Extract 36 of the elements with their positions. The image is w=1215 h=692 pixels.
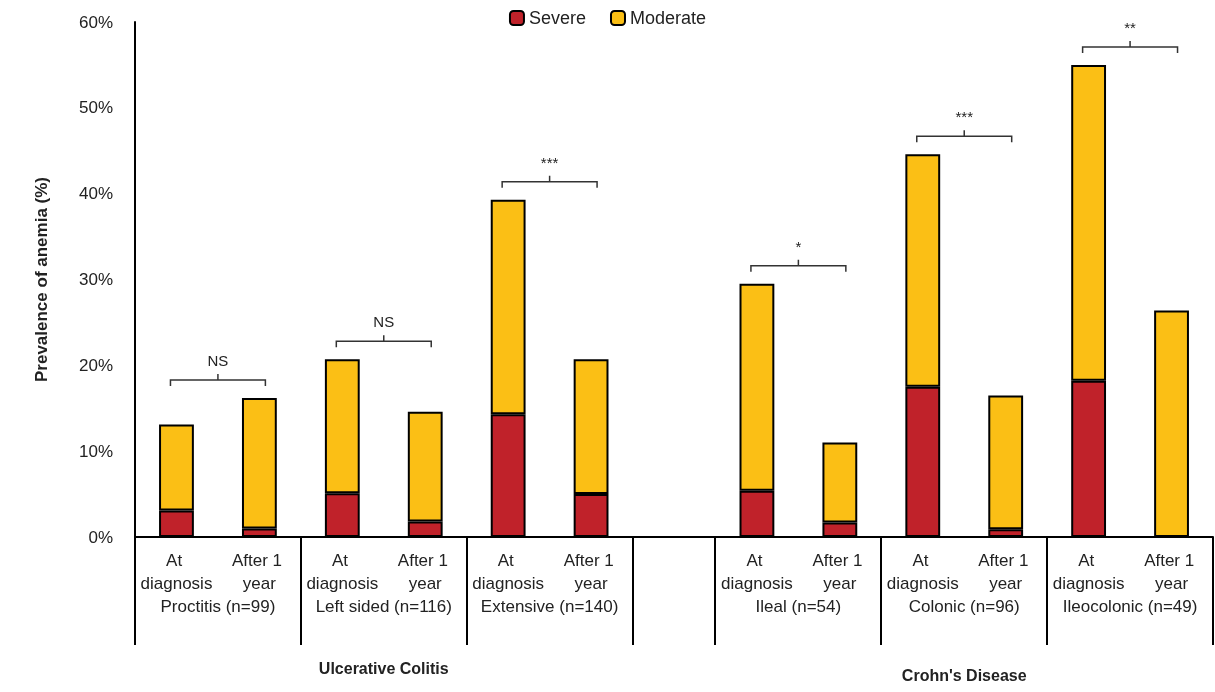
text: Proctitis (n=99) bbox=[160, 597, 276, 616]
text: Crohn's Disease bbox=[901, 667, 1027, 684]
x-tick-label: After 1 year bbox=[978, 551, 1034, 593]
annotation: *** bbox=[955, 108, 974, 126]
x-tick-label: At diagnosis bbox=[306, 551, 379, 593]
text: Ileocolonic (n=49) bbox=[1062, 597, 1198, 616]
legend-label: Severe bbox=[528, 8, 587, 28]
x-tick-label: At diagnosis bbox=[1052, 551, 1125, 593]
annotation: NS bbox=[207, 351, 229, 369]
y-tick-label: 10% bbox=[78, 441, 113, 461]
x-tick-label: After 1 year bbox=[397, 551, 453, 593]
y-tick-label: 30% bbox=[78, 270, 113, 289]
x-tick-label: At diagnosis bbox=[886, 551, 959, 593]
legend-label: Moderate bbox=[629, 8, 707, 28]
y-tick-label: 20% bbox=[78, 355, 113, 375]
x-tick-label: After 1 year bbox=[1144, 551, 1199, 593]
x-tick-label: After 1 year bbox=[563, 551, 619, 593]
annotation: * bbox=[795, 237, 802, 255]
y-tick-label: 60% bbox=[78, 12, 113, 32]
y-tick-label: 40% bbox=[78, 184, 113, 204]
annotation: NS bbox=[373, 313, 395, 331]
x-tick-label: After 1 year bbox=[231, 551, 287, 593]
x-tick-label: At diagnosis bbox=[721, 551, 793, 593]
y-tick-label: 50% bbox=[78, 98, 113, 118]
x-tick-label: At diagnosis bbox=[472, 551, 545, 593]
text: Colonic (n=96) bbox=[908, 597, 1020, 616]
text: Left sided (n=116) bbox=[315, 597, 452, 616]
annotation: *** bbox=[540, 153, 559, 171]
text: Extensive (n=140) bbox=[480, 597, 619, 616]
y-axis-title: Prevalence of anemia (%) bbox=[32, 176, 51, 383]
text: Ulcerative Colitis bbox=[318, 660, 449, 677]
x-tick-label: At diagnosis bbox=[140, 551, 213, 593]
text: Ileal (n=54) bbox=[755, 597, 842, 616]
x-tick-label: After 1 year bbox=[812, 551, 868, 593]
y-tick-label: 0% bbox=[88, 527, 113, 547]
annotation: ** bbox=[1124, 18, 1137, 36]
